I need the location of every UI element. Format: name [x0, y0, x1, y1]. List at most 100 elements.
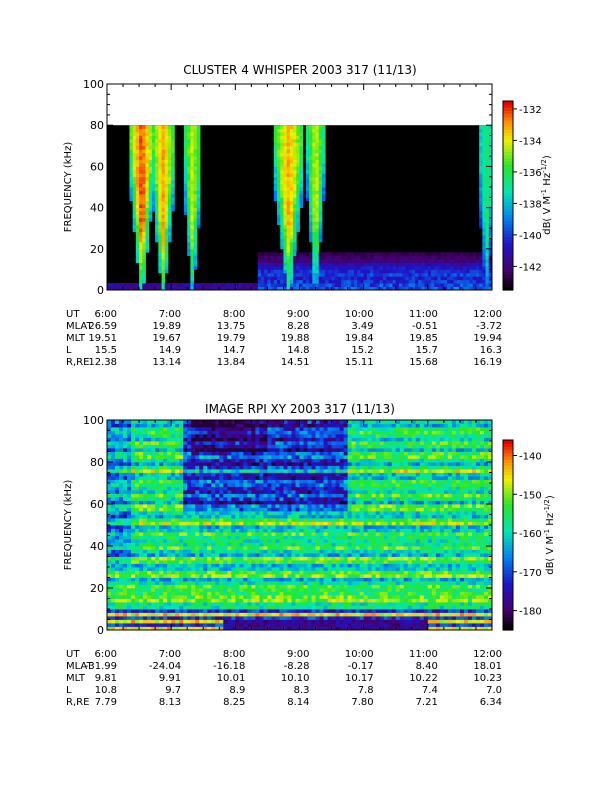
spectrogram-cell: [267, 591, 272, 596]
spectrogram-cell: [135, 574, 140, 578]
spectrogram-cell: [135, 595, 140, 599]
spectrogram-cell: [338, 272, 342, 277]
spectrogram-cell: [267, 563, 272, 568]
spectrogram-cell: [195, 476, 200, 480]
spectrogram-cell: [131, 479, 136, 484]
spectrogram-cell: [389, 265, 393, 270]
spectrogram-cell: [196, 187, 201, 191]
spectrogram-cell: [193, 252, 198, 257]
spectrogram-cell: [271, 535, 276, 540]
spectrogram-cell: [466, 252, 470, 257]
spectrogram-cell: [219, 437, 224, 442]
spectrogram-cell: [275, 556, 280, 561]
spectrogram-cell: [139, 283, 143, 287]
spectrogram-cell: [223, 462, 228, 466]
spectrogram-cell: [171, 542, 176, 547]
spectrogram-cell: [312, 272, 316, 277]
spectrogram-cell: [147, 497, 152, 501]
spectrogram-cell: [193, 248, 198, 253]
spectrogram-cell: [139, 591, 144, 596]
spectrogram-cell: [395, 272, 400, 277]
spectrogram-cell: [341, 259, 345, 263]
spectrogram-cell: [151, 528, 156, 533]
spectrogram-cell: [293, 221, 297, 226]
spectrogram-cell: [139, 577, 144, 582]
spectrogram-cell: [155, 286, 159, 291]
spectrogram-cell: [424, 286, 429, 291]
spectrogram-cell: [139, 252, 143, 257]
spectrogram-cell: [164, 255, 169, 260]
spectrogram-cell: [191, 556, 196, 561]
spectrogram-cell: [485, 145, 490, 150]
spectrogram-cell: [147, 420, 152, 424]
spectrogram-cell: [360, 286, 365, 291]
spectrogram-cell: [199, 588, 204, 592]
spectrogram-cell: [163, 612, 168, 617]
spectrogram-cell: [293, 183, 297, 188]
spectrogram-cell: [129, 180, 134, 184]
spectrogram-cell: [251, 619, 256, 624]
spectrogram-cell: [119, 532, 124, 536]
spectrogram-cell: [199, 455, 204, 459]
spectrogram-cell: [132, 214, 137, 219]
spectrogram-cell: [175, 563, 180, 568]
spectrogram-cell: [271, 612, 276, 617]
spectrogram-cell: [219, 609, 224, 613]
spectrogram-cell: [179, 584, 184, 589]
spectrogram-cell: [155, 500, 160, 505]
spectrogram-cell: [235, 430, 240, 435]
spectrogram-cell: [267, 514, 272, 519]
spectrogram-cell: [251, 623, 256, 627]
spectrogram-cell: [207, 539, 212, 543]
spectrogram-cell: [293, 187, 297, 191]
spectrogram-cell: [418, 276, 422, 281]
spectrogram-cell: [107, 549, 112, 554]
spectrogram-cell: [111, 476, 116, 480]
spectrogram-cell: [203, 455, 208, 459]
spectrogram-cell: [135, 437, 140, 442]
spectrogram-cell: [139, 609, 144, 613]
spectrogram-cell: [321, 252, 326, 257]
spectrogram-cell: [203, 511, 208, 515]
spectrogram-cell: [187, 462, 192, 466]
spectrogram-cell: [325, 262, 329, 267]
spectrogram-cell: [161, 156, 166, 160]
spectrogram-cell: [167, 546, 172, 550]
spectrogram-cell: [263, 427, 268, 431]
spectrogram-cell: [357, 286, 361, 291]
spectrogram-cell: [370, 252, 374, 257]
spectrogram-cell: [485, 252, 490, 257]
spectrogram-cell: [299, 259, 304, 263]
spectrogram-cell: [485, 132, 490, 136]
spectrogram-cell: [183, 570, 188, 575]
spectrogram-cell: [255, 462, 260, 466]
spectrogram-cell: [207, 441, 212, 445]
spectrogram-cell: [315, 200, 320, 205]
spectrogram-cell: [472, 279, 477, 284]
spectrogram-cell: [113, 283, 118, 287]
spectrogram-cell: [315, 283, 320, 287]
spectrogram-cell: [193, 183, 198, 188]
spectrogram-cell: [239, 500, 244, 505]
spectrogram-cell: [247, 605, 252, 610]
spectrogram-cell: [131, 539, 136, 543]
spectrogram-cell: [145, 235, 150, 239]
spectrogram-cell: [296, 180, 300, 184]
spectrogram-cell: [145, 132, 150, 136]
spectrogram-cell: [264, 276, 268, 281]
spectrogram-cell: [251, 546, 256, 550]
spectrogram-cell: [263, 588, 268, 592]
spectrogram-cell: [277, 135, 281, 140]
spectrogram-cell: [148, 169, 153, 174]
spectrogram-cell: [299, 132, 304, 136]
spectrogram-cell: [434, 252, 438, 257]
spectrogram-cell: [479, 183, 483, 188]
spectrogram-cell: [239, 570, 244, 575]
spectrogram-cell: [171, 546, 176, 550]
spectrogram-cell: [305, 149, 310, 154]
spectrogram-cell: [299, 265, 304, 270]
spectrogram-cell: [161, 265, 166, 270]
colorbar-swatch: [503, 271, 513, 275]
spectrogram-cell: [148, 135, 153, 140]
spectrogram-cell: [158, 204, 162, 208]
